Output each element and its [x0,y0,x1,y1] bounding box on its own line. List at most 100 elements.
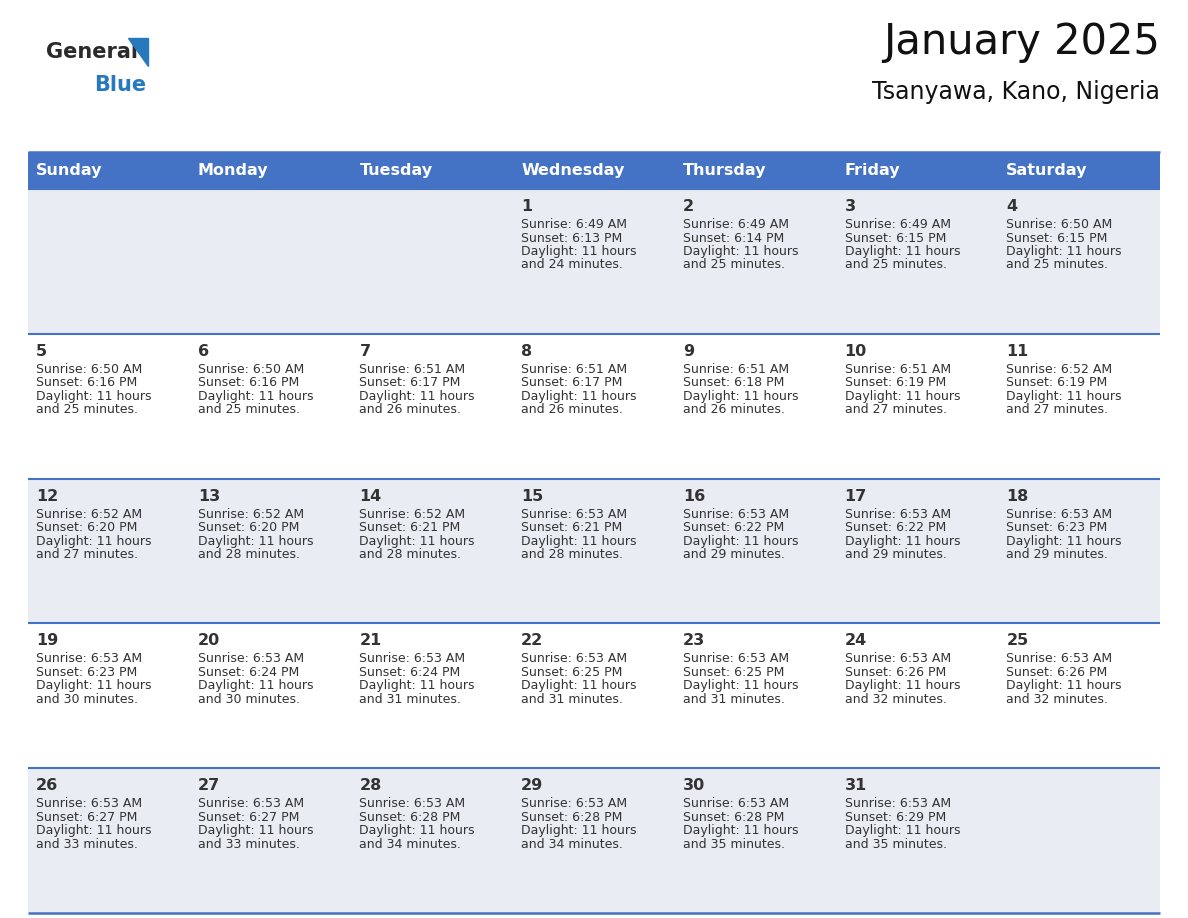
Text: Sunrise: 6:49 AM: Sunrise: 6:49 AM [522,218,627,231]
Bar [513,152,675,189]
Text: Sunrise: 6:50 AM: Sunrise: 6:50 AM [1006,218,1112,231]
Bar [29,478,1159,623]
Text: Daylight: 11 hours: Daylight: 11 hours [845,679,960,692]
Text: Sunset: 6:13 PM: Sunset: 6:13 PM [522,231,623,244]
Text: Sunset: 6:21 PM: Sunset: 6:21 PM [522,521,623,534]
Text: and 26 minutes.: and 26 minutes. [522,403,623,416]
Text: Sunrise: 6:53 AM: Sunrise: 6:53 AM [522,508,627,521]
Text: Sunrise: 6:53 AM: Sunrise: 6:53 AM [197,797,304,811]
Text: 23: 23 [683,633,706,648]
Text: Daylight: 11 hours: Daylight: 11 hours [197,534,314,548]
Text: Sunrise: 6:52 AM: Sunrise: 6:52 AM [360,508,466,521]
Text: and 25 minutes.: and 25 minutes. [36,403,138,416]
Text: 17: 17 [845,488,867,504]
Text: 18: 18 [1006,488,1029,504]
Text: 9: 9 [683,344,694,359]
Text: and 29 minutes.: and 29 minutes. [845,548,947,561]
Text: and 32 minutes.: and 32 minutes. [1006,693,1108,706]
Text: Sunrise: 6:53 AM: Sunrise: 6:53 AM [360,653,466,666]
Text: 12: 12 [36,488,58,504]
Text: Sunrise: 6:51 AM: Sunrise: 6:51 AM [360,363,466,375]
Text: Sunset: 6:24 PM: Sunset: 6:24 PM [360,666,461,679]
Text: Sunset: 6:19 PM: Sunset: 6:19 PM [1006,376,1107,389]
Text: Daylight: 11 hours: Daylight: 11 hours [522,534,637,548]
Text: and 31 minutes.: and 31 minutes. [360,693,461,706]
Text: Daylight: 11 hours: Daylight: 11 hours [845,534,960,548]
Text: Daylight: 11 hours: Daylight: 11 hours [845,245,960,258]
Text: 20: 20 [197,633,220,648]
Text: 27: 27 [197,778,220,793]
Text: General: General [46,42,138,62]
Text: Sunset: 6:15 PM: Sunset: 6:15 PM [845,231,946,244]
Text: and 29 minutes.: and 29 minutes. [1006,548,1108,561]
Text: Monday: Monday [197,163,268,178]
Text: Sunset: 6:26 PM: Sunset: 6:26 PM [845,666,946,679]
Text: Sunset: 6:20 PM: Sunset: 6:20 PM [197,521,299,534]
Text: Sunrise: 6:53 AM: Sunrise: 6:53 AM [845,797,950,811]
Text: Sunset: 6:26 PM: Sunset: 6:26 PM [1006,666,1107,679]
Text: Sunrise: 6:53 AM: Sunrise: 6:53 AM [522,797,627,811]
Text: Sunday: Sunday [36,163,102,178]
Text: 25: 25 [1006,633,1029,648]
Text: Daylight: 11 hours: Daylight: 11 hours [197,390,314,403]
Text: Daylight: 11 hours: Daylight: 11 hours [1006,390,1121,403]
Text: Daylight: 11 hours: Daylight: 11 hours [683,824,798,837]
Text: Sunset: 6:28 PM: Sunset: 6:28 PM [683,811,784,823]
Text: Friday: Friday [845,163,901,178]
Text: and 27 minutes.: and 27 minutes. [845,403,947,416]
Text: and 34 minutes.: and 34 minutes. [522,838,623,851]
Text: 22: 22 [522,633,543,648]
Text: and 35 minutes.: and 35 minutes. [845,838,947,851]
Text: and 24 minutes.: and 24 minutes. [522,259,623,272]
Text: and 30 minutes.: and 30 minutes. [36,693,138,706]
Text: Sunrise: 6:52 AM: Sunrise: 6:52 AM [1006,363,1112,375]
Text: Sunrise: 6:53 AM: Sunrise: 6:53 AM [845,653,950,666]
Polygon shape [128,38,148,66]
Text: Sunset: 6:25 PM: Sunset: 6:25 PM [522,666,623,679]
Text: Sunrise: 6:53 AM: Sunrise: 6:53 AM [683,653,789,666]
Text: Sunset: 6:17 PM: Sunset: 6:17 PM [360,376,461,389]
Bar [29,152,190,189]
Text: and 25 minutes.: and 25 minutes. [683,259,785,272]
Text: Sunrise: 6:50 AM: Sunrise: 6:50 AM [36,363,143,375]
Text: Sunrise: 6:53 AM: Sunrise: 6:53 AM [360,797,466,811]
Text: 29: 29 [522,778,543,793]
Text: Daylight: 11 hours: Daylight: 11 hours [683,534,798,548]
Text: Daylight: 11 hours: Daylight: 11 hours [522,824,637,837]
Text: Sunset: 6:22 PM: Sunset: 6:22 PM [845,521,946,534]
Text: 24: 24 [845,633,867,648]
Text: Sunrise: 6:53 AM: Sunrise: 6:53 AM [845,508,950,521]
Text: and 27 minutes.: and 27 minutes. [1006,403,1108,416]
Bar [836,152,998,189]
Text: Sunrise: 6:52 AM: Sunrise: 6:52 AM [36,508,143,521]
Text: Sunrise: 6:53 AM: Sunrise: 6:53 AM [36,653,143,666]
Text: 26: 26 [36,778,58,793]
Text: Sunrise: 6:53 AM: Sunrise: 6:53 AM [1006,653,1112,666]
Text: Sunrise: 6:49 AM: Sunrise: 6:49 AM [683,218,789,231]
Text: Sunset: 6:14 PM: Sunset: 6:14 PM [683,231,784,244]
Text: Sunset: 6:19 PM: Sunset: 6:19 PM [845,376,946,389]
Text: and 33 minutes.: and 33 minutes. [197,838,299,851]
Bar [190,152,352,189]
Text: Daylight: 11 hours: Daylight: 11 hours [683,245,798,258]
Text: Daylight: 11 hours: Daylight: 11 hours [36,679,152,692]
Text: Sunrise: 6:51 AM: Sunrise: 6:51 AM [845,363,950,375]
Text: and 28 minutes.: and 28 minutes. [197,548,299,561]
Text: Daylight: 11 hours: Daylight: 11 hours [360,824,475,837]
Text: Sunset: 6:20 PM: Sunset: 6:20 PM [36,521,138,534]
Text: 1: 1 [522,199,532,214]
Bar [29,189,1159,334]
Text: and 32 minutes.: and 32 minutes. [845,693,947,706]
Text: Daylight: 11 hours: Daylight: 11 hours [197,679,314,692]
Text: 19: 19 [36,633,58,648]
Text: Sunset: 6:23 PM: Sunset: 6:23 PM [1006,521,1107,534]
Text: 15: 15 [522,488,543,504]
Text: Daylight: 11 hours: Daylight: 11 hours [683,679,798,692]
Text: 4: 4 [1006,199,1017,214]
Bar [29,768,1159,913]
Text: Sunset: 6:17 PM: Sunset: 6:17 PM [522,376,623,389]
Text: and 25 minutes.: and 25 minutes. [197,403,299,416]
Text: Sunset: 6:28 PM: Sunset: 6:28 PM [360,811,461,823]
Text: Sunset: 6:28 PM: Sunset: 6:28 PM [522,811,623,823]
Text: Sunset: 6:16 PM: Sunset: 6:16 PM [197,376,299,389]
